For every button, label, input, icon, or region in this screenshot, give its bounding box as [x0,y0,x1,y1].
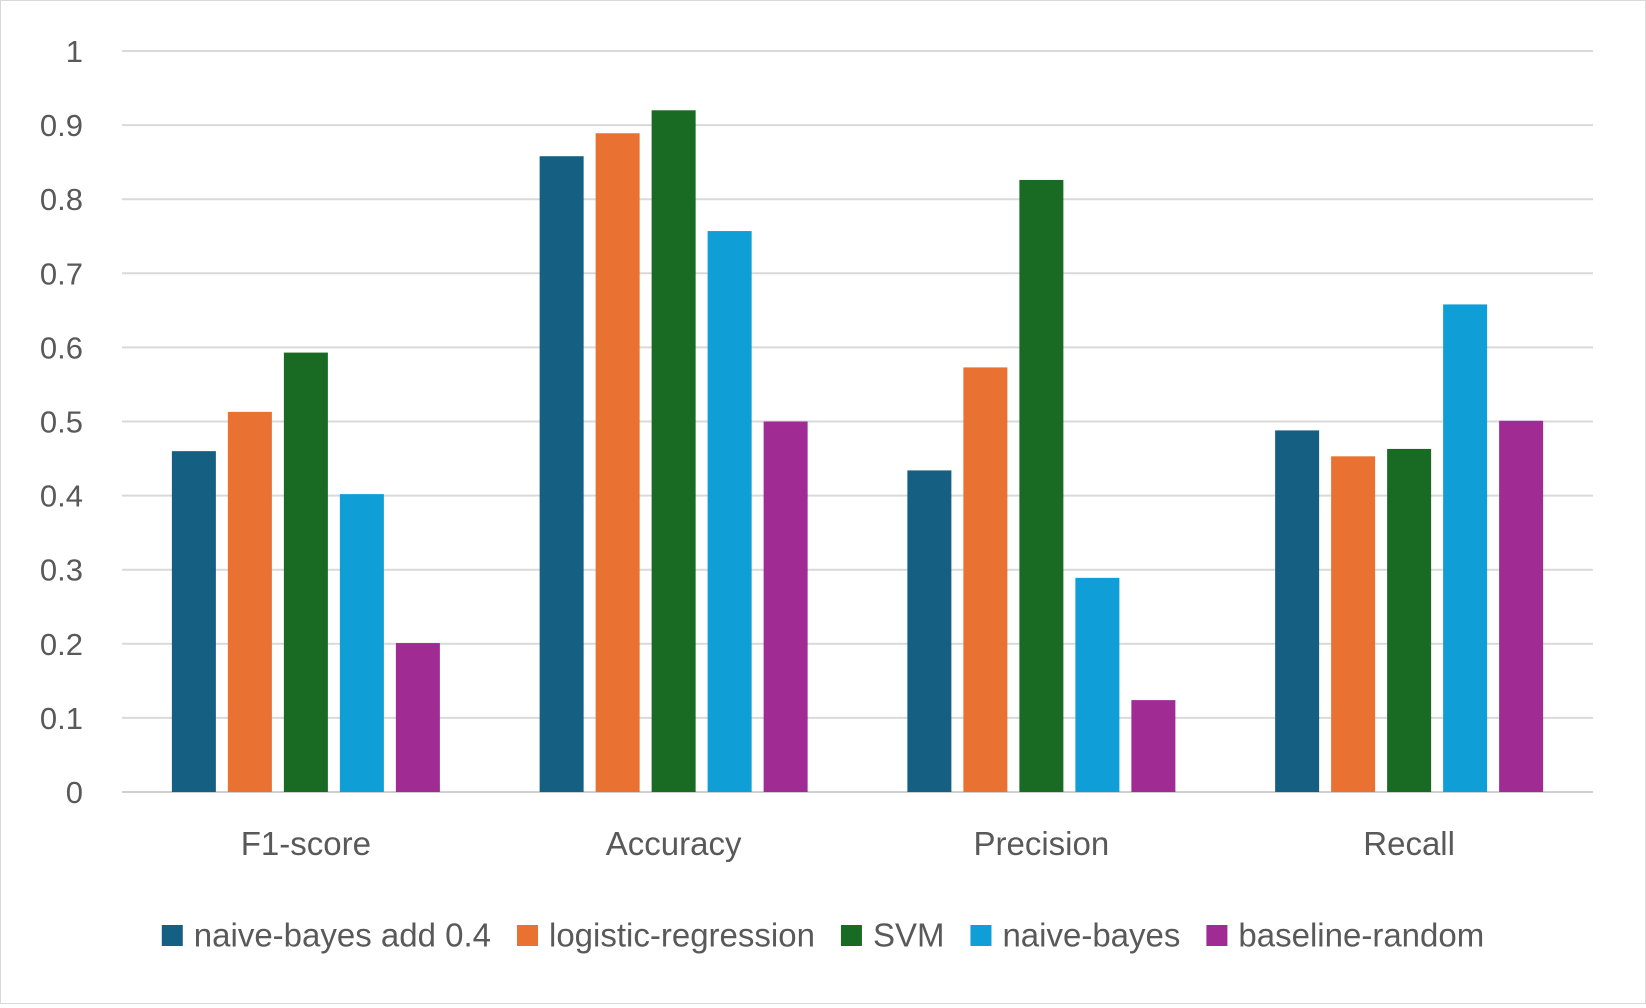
legend-label: naive-bayes [1002,917,1180,954]
bar-naive-bayes-add-0-4-f1-score [171,451,216,792]
bar-svm-precision [1019,179,1064,792]
y-axis-ticks: 0 0.1 0.2 0.3 0.4 0.5 0.6 0.7 0.8 0.9 1 [40,34,83,810]
x-tick-label: Precision [974,825,1110,862]
bar-naive-bayes-precision [1075,577,1120,792]
bar-logistic-regression-precision [963,367,1008,792]
y-tick-label: 0.7 [40,256,83,291]
y-tick-label: 0.4 [40,479,83,514]
bar-logistic-regression-accuracy [595,133,640,793]
bar-logistic-regression-recall [1331,456,1376,792]
bar-naive-bayes-accuracy [707,231,752,793]
bar-baseline-random-precision [1131,700,1176,792]
bar-svm-recall [1387,448,1432,792]
y-tick-label: 0.5 [40,405,83,440]
legend-label: baseline-random [1238,917,1484,954]
legend-item-svm[interactable]: SVM [840,917,945,954]
legend-label: naive-bayes add 0.4 [194,917,491,954]
bar-naive-bayes-add-0-4-recall [1275,430,1320,792]
y-tick-label: 1 [66,34,83,69]
y-tick-label: 0.2 [40,627,83,662]
legend-item-baseline-random[interactable]: baseline-random [1206,917,1484,954]
y-tick-label: 0.1 [40,701,83,736]
x-tick-label: Recall [1363,825,1455,862]
bar-baseline-random-accuracy [763,421,808,792]
bar-logistic-regression-f1-score [227,411,272,792]
legend-swatch [517,925,538,946]
y-tick-label: 0 [66,775,83,810]
legend-item-naive-bayes[interactable]: naive-bayes [970,917,1180,954]
y-tick-label: 0.8 [40,182,83,217]
legend-item-naive-bayes-add-0-4[interactable]: naive-bayes add 0.4 [161,917,491,954]
y-tick-label: 0.3 [40,553,83,588]
bar-baseline-random-f1-score [395,643,440,792]
bar-svm-accuracy [651,110,696,792]
legend-swatch [840,925,862,946]
legend-swatch [1206,925,1228,946]
bar-naive-bayes-add-0-4-accuracy [539,156,584,793]
x-axis-ticks: F1-score Accuracy Precision Recall [241,825,1455,862]
x-tick-label: Accuracy [606,825,742,862]
bar-svm-f1-score [283,352,328,792]
bar-naive-bayes-recall [1443,304,1488,792]
x-tick-label: F1-score [241,825,371,862]
bar-baseline-random-recall [1499,420,1544,792]
legend-swatch [161,925,183,946]
legend-label: SVM [873,917,945,954]
y-tick-label: 0.9 [40,108,83,143]
y-tick-label: 0.6 [40,330,83,365]
legend[interactable]: naive-bayes add 0.4 logistic-regression SV… [161,917,1484,954]
bar-naive-bayes-add-0-4-precision [907,470,952,792]
bars [171,110,1544,793]
bar-naive-bayes-f1-score [339,494,384,792]
legend-label: logistic-regression [549,917,815,954]
legend-item-logistic-regression[interactable]: logistic-regression [517,917,815,954]
legend-swatch [970,925,992,946]
